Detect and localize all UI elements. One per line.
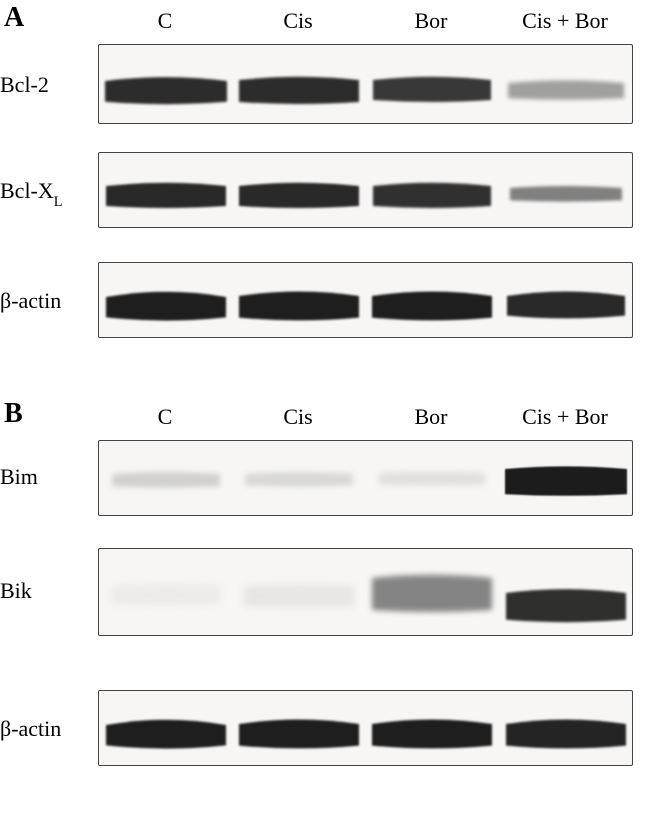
lane-header-cis: Cis [243,404,353,430]
blot-membrane-bcl-xl [98,152,633,228]
row-label-bik: Bik [0,578,95,604]
band [233,45,366,123]
lane-cis [233,549,366,635]
lane-c [100,441,233,515]
band [366,263,499,337]
row-label-bim: Bim [0,464,95,490]
lane-cis [233,263,366,337]
lane-bor [366,45,499,123]
band [233,549,366,635]
lane-bor [366,263,499,337]
row-label-beta-actin: β-actin [0,288,95,314]
band [100,549,233,635]
row-label-beta-actin: β-actin [0,716,95,742]
lane-bor [366,691,499,765]
lane-cis-plus-bor [500,441,633,515]
panel-letter-a: A [4,2,24,34]
blot-membrane-beta-actin [98,262,633,338]
band [233,441,366,515]
lane-c [100,45,233,123]
band [100,153,233,227]
lane-cis-plus-bor [500,549,633,635]
lane-cis-plus-bor [500,153,633,227]
lane-header-bor: Bor [376,8,486,34]
band [366,153,499,227]
lane-c [100,153,233,227]
band [500,441,633,515]
row-label-bcl-xl: Bcl-XL [0,178,95,208]
blot-membrane-bik [98,548,633,636]
band [500,263,633,337]
blot-membrane-beta-actin [98,690,633,766]
lane-cis-plus-bor [500,45,633,123]
band [233,263,366,337]
lane-c [100,263,233,337]
band [366,691,499,765]
band [366,549,499,635]
lane-bor [366,153,499,227]
band [366,45,499,123]
lane-cis [233,691,366,765]
band [100,691,233,765]
lane-c [100,549,233,635]
lane-c [100,691,233,765]
panel-letter-b: B [4,398,23,430]
lane-bor [366,441,499,515]
band [100,441,233,515]
band [500,153,633,227]
band [100,263,233,337]
lane-header-cis-plus-bor: Cis + Bor [510,8,620,34]
lane-cis [233,45,366,123]
lane-cis [233,153,366,227]
blot-membrane-bim [98,440,633,516]
band [100,45,233,123]
band [500,549,633,635]
lane-header-c: C [110,404,220,430]
lane-bor [366,549,499,635]
band [500,45,633,123]
band [500,691,633,765]
lane-header-c: C [110,8,220,34]
band [366,441,499,515]
lane-cis-plus-bor [500,263,633,337]
row-label-bcl-2: Bcl-2 [0,72,95,98]
band [233,691,366,765]
lane-cis-plus-bor [500,691,633,765]
band [233,153,366,227]
lane-header-bor: Bor [376,404,486,430]
lane-header-cis-plus-bor: Cis + Bor [510,404,620,430]
lane-cis [233,441,366,515]
blot-membrane-bcl-2 [98,44,633,124]
lane-header-cis: Cis [243,8,353,34]
